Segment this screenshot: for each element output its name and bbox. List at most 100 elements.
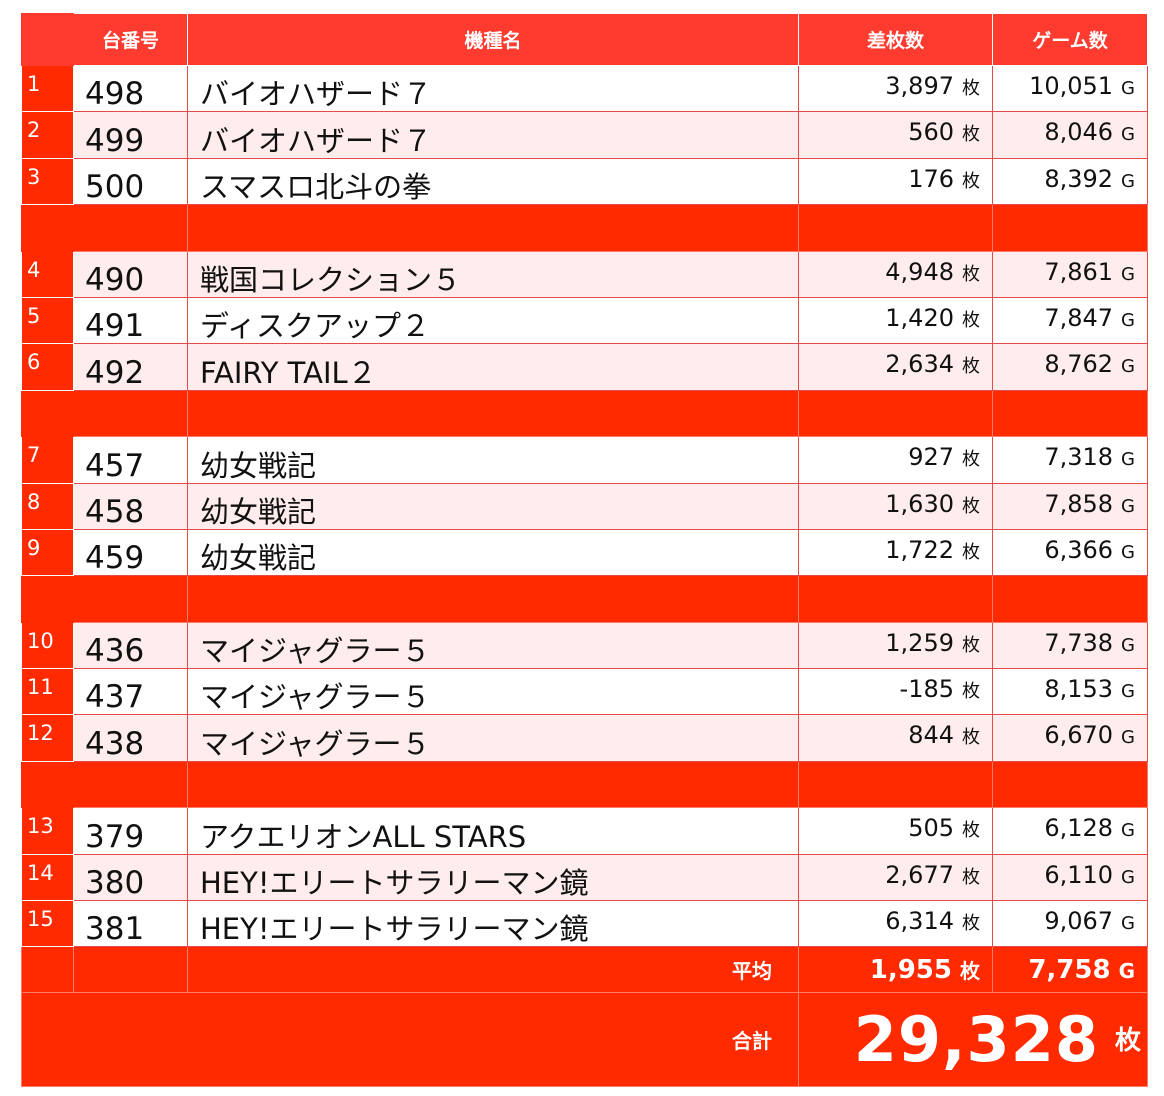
- game-count: 8,046 G: [992, 111, 1148, 159]
- game-count-unit: G: [1121, 124, 1135, 146]
- machine-name: 戦国コレクション５: [187, 250, 799, 298]
- row-index: 12: [21, 714, 74, 762]
- machine-name: バイオハザード７: [187, 111, 799, 159]
- medal-difference: 844 枚: [798, 714, 993, 762]
- separator-cell: [992, 760, 1148, 809]
- game-count-unit: G: [1121, 309, 1135, 331]
- game-count: 10,051 G: [992, 64, 1148, 113]
- separator-cell: [798, 760, 993, 809]
- row-index: 6: [21, 343, 74, 391]
- group-separator-row: [21, 575, 1148, 623]
- game-count: 8,762 G: [992, 343, 1148, 391]
- machine-name: FAIRY TAIL２: [187, 343, 799, 391]
- separator-cell: [187, 575, 799, 623]
- medal-difference-unit: 枚: [962, 356, 980, 378]
- medal-difference-unit: 枚: [962, 170, 980, 192]
- game-count-unit: G: [1121, 681, 1135, 703]
- game-count-value: 7,318: [1044, 443, 1114, 472]
- row-index: 4: [21, 250, 74, 298]
- game-count-unit: G: [1121, 541, 1135, 563]
- medal-difference: -185 枚: [798, 668, 993, 716]
- machine-name: スマスロ北斗の拳: [187, 157, 799, 206]
- header-medal-difference: 差枚数: [798, 13, 993, 66]
- medal-difference: 176 枚: [798, 157, 993, 206]
- machine-name: HEY!エリートサラリーマン鏡: [187, 853, 799, 902]
- separator-cell: [21, 204, 74, 252]
- separator-cell: [992, 204, 1148, 252]
- row-index: 11: [21, 668, 74, 716]
- machine-number: 437: [73, 668, 188, 716]
- medal-difference-unit: 枚: [962, 913, 980, 935]
- separator-cell: [21, 389, 74, 438]
- row-index: 9: [21, 528, 74, 577]
- row-index: 8: [21, 482, 74, 530]
- average-game-count-value: 7,758: [1028, 954, 1111, 985]
- machine-name: ディスクアップ２: [187, 296, 799, 345]
- game-count-unit: G: [1121, 170, 1135, 192]
- medal-difference: 6,314 枚: [798, 900, 993, 948]
- medal-difference-unit: 枚: [962, 124, 980, 146]
- group-separator-row: [21, 204, 1148, 252]
- game-count-value: 6,366: [1044, 535, 1114, 564]
- game-count-value: 7,858: [1044, 489, 1114, 518]
- game-count: 6,366 G: [992, 528, 1148, 577]
- medal-difference: 4,948 枚: [798, 250, 993, 298]
- game-count: 6,110 G: [992, 853, 1148, 902]
- game-count-unit: G: [1121, 495, 1135, 517]
- medal-difference: 1,420 枚: [798, 296, 993, 345]
- machine-number: 381: [73, 900, 188, 948]
- table-row: 9 459 幼女戦記 1,722 枚 6,366 G: [21, 528, 1148, 577]
- machine-number: 492: [73, 343, 188, 391]
- machine-number: 491: [73, 296, 188, 345]
- table-row: 3 500 スマスロ北斗の拳 176 枚 8,392 G: [21, 157, 1148, 206]
- game-count-unit: G: [1121, 634, 1135, 656]
- table-row: 4 490 戦国コレクション５ 4,948 枚 7,861 G: [21, 250, 1148, 298]
- data-table: 台番号 機種名 差枚数 ゲーム数 1 498 バイオハザード７ 3,897 枚 10,05…: [21, 13, 1148, 1088]
- machine-number: 499: [73, 111, 188, 159]
- row-index: 1: [21, 64, 74, 113]
- separator-cell: [798, 389, 993, 438]
- medal-difference-unit: 枚: [962, 263, 980, 285]
- medal-difference-value: 844: [908, 721, 954, 750]
- group-separator-row: [21, 760, 1148, 809]
- medal-difference-value: 560: [908, 118, 954, 147]
- total-row: 合計 29,328 枚: [21, 992, 1148, 1088]
- machine-number: 379: [73, 807, 188, 855]
- medal-difference-unit: 枚: [962, 495, 980, 517]
- game-count-unit: G: [1121, 449, 1135, 471]
- machine-number: 380: [73, 853, 188, 902]
- machine-number: 458: [73, 482, 188, 530]
- machine-name: マイジャグラー５: [187, 714, 799, 762]
- row-index: 5: [21, 296, 74, 345]
- average-spacer: [73, 946, 188, 994]
- machine-number: 490: [73, 250, 188, 298]
- game-count-value: 6,670: [1044, 721, 1114, 750]
- table-row: 5 491 ディスクアップ２ 1,420 枚 7,847 G: [21, 296, 1148, 345]
- medal-difference-unit: 枚: [962, 820, 980, 842]
- machine-name: アクエリオンALL STARS: [187, 807, 799, 855]
- game-count-unit: G: [1121, 820, 1135, 842]
- machine-name: マイジャグラー５: [187, 621, 799, 670]
- table-row: 8 458 幼女戦記 1,630 枚 7,858 G: [21, 482, 1148, 530]
- average-game-count-unit: G: [1118, 958, 1135, 983]
- table-row: 6 492 FAIRY TAIL２ 2,634 枚 8,762 G: [21, 343, 1148, 391]
- machine-name: 幼女戦記: [187, 528, 799, 577]
- total-label: 合計: [21, 992, 799, 1088]
- medal-difference: 1,722 枚: [798, 528, 993, 577]
- game-count-value: 9,067: [1044, 907, 1114, 936]
- medal-difference: 560 枚: [798, 111, 993, 159]
- average-medal-difference-value: 1,955: [869, 954, 952, 985]
- game-count: 8,153 G: [992, 668, 1148, 716]
- table-row: 7 457 幼女戦記 927 枚 7,318 G: [21, 436, 1148, 484]
- medal-difference-value: 505: [908, 814, 954, 843]
- game-count-value: 7,847: [1044, 303, 1114, 332]
- table-row: 15 381 HEY!エリートサラリーマン鏡 6,314 枚 9,067 G: [21, 900, 1148, 948]
- medal-difference-unit: 枚: [962, 634, 980, 656]
- header-machine-name: 機種名: [187, 13, 799, 66]
- machine-name: マイジャグラー５: [187, 668, 799, 716]
- table-row: 13 379 アクエリオンALL STARS 505 枚 6,128 G: [21, 807, 1148, 855]
- separator-cell: [21, 760, 74, 809]
- game-count-value: 8,153: [1044, 675, 1114, 704]
- header-corner: [21, 13, 74, 66]
- medal-difference-value: 1,420: [885, 303, 954, 332]
